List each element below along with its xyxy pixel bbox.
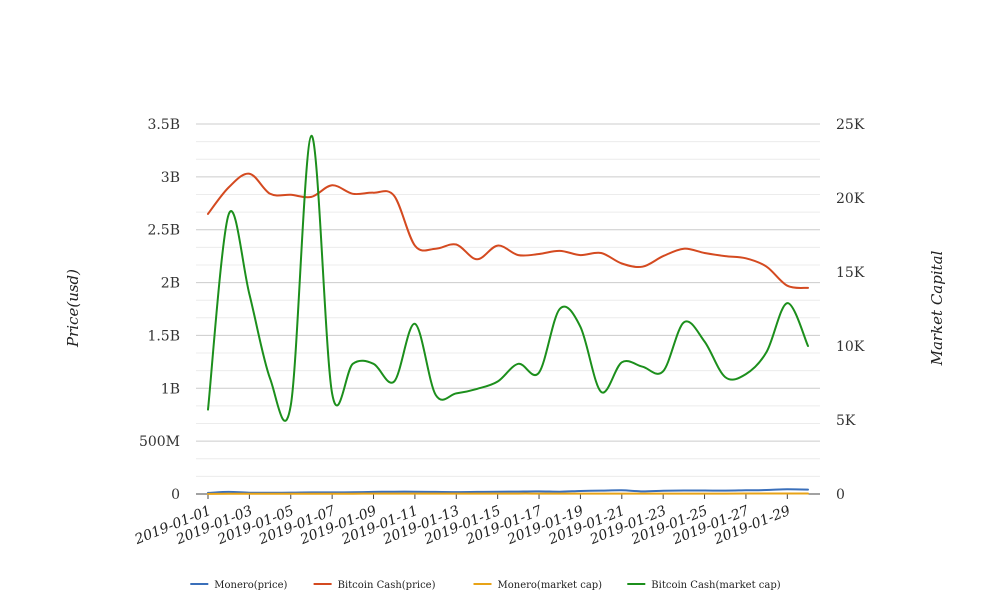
y-tick-label: 500M <box>139 434 180 450</box>
series-line-monero-price <box>207 488 809 494</box>
y-tick-label: 3B <box>161 170 180 186</box>
legend-label: Bitcoin Cash(price) <box>338 580 436 591</box>
y-tick-label: 3.5B <box>147 117 180 133</box>
series-line-bitcoin-cash-market-cap <box>207 134 809 422</box>
y-tick-label: 2.5B <box>147 223 180 239</box>
grid <box>196 123 820 495</box>
legend-item: Monero(market cap) <box>473 580 603 591</box>
right-axis-ticks: 0 5K 10K 15K 20K 25K <box>836 117 865 503</box>
legend-label: Bitcoin Cash(market cap) <box>651 580 780 591</box>
y2-tick-label: 15K <box>836 265 865 281</box>
left-axis-ticks: 0 500M 1B 1.5B 2B 2.5B 3B 3.5B <box>139 117 180 503</box>
y2-axis-title: Market Capital <box>928 250 946 366</box>
legend-item: Bitcoin Cash(market cap) <box>627 580 781 591</box>
x-axis-ticks: 2019-01-012019-01-032019-01-052019-01-07… <box>132 494 793 548</box>
y-axis-title: Price(usd) <box>64 269 82 348</box>
legend-label: Monero(price) <box>214 580 287 591</box>
y-tick-label: 0 <box>171 487 180 503</box>
y-tick-label: 2B <box>161 276 180 292</box>
y-tick-label: 1.5B <box>147 328 180 344</box>
y2-tick-label: 20K <box>836 191 865 207</box>
series-lines <box>207 134 809 495</box>
y2-tick-label: 0 <box>836 487 845 503</box>
y2-tick-label: 25K <box>836 117 865 133</box>
legend-item: Monero(price) <box>190 580 288 591</box>
y2-tick-label: 5K <box>836 413 856 429</box>
series-line-bitcoin-cash-price <box>207 172 809 289</box>
legend: Monero(price) Bitcoin Cash(price) Monero(m… <box>190 580 781 591</box>
legend-label: Monero(market cap) <box>498 580 603 591</box>
legend-item: Bitcoin Cash(price) <box>313 580 436 591</box>
y2-tick-label: 10K <box>836 339 865 355</box>
y-tick-label: 1B <box>161 381 180 397</box>
